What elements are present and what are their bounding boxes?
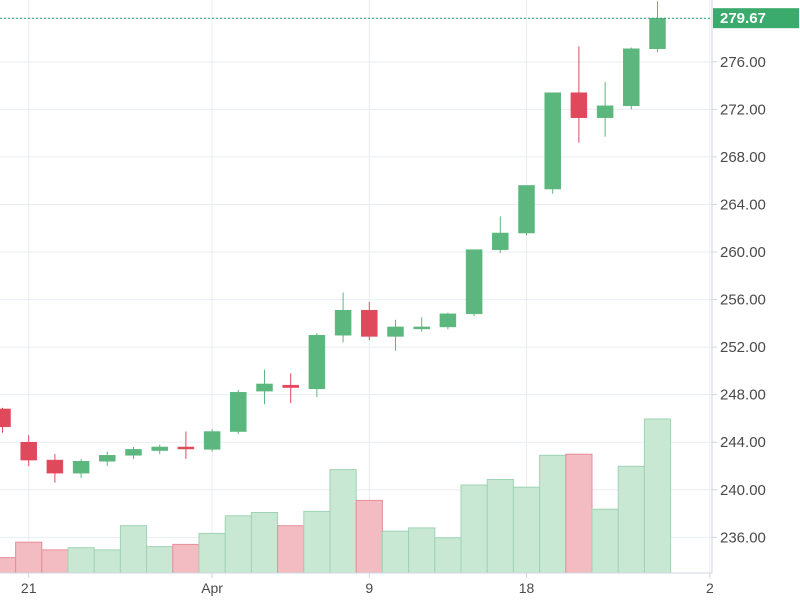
volume-bar [224,515,252,574]
candle-body [596,105,614,118]
candle-body [308,334,326,389]
last-price-label-box [713,8,799,29]
y-tick-label: 276.00 [720,54,766,71]
candle-body [492,232,509,250]
last-price-label: 279.67 [720,10,766,27]
y-tick-label: 248.00 [720,387,766,404]
y-tick-label: 264.00 [720,196,766,213]
candle-body [0,408,11,428]
volume-bar [303,510,331,574]
volume-bar [643,418,672,574]
volume-bar [250,512,279,574]
candle-body [623,48,640,107]
candle-body [177,446,195,450]
candle-body [203,431,221,450]
volume-bar [198,532,226,574]
candle-body [125,449,142,456]
y-tick-label: 272.00 [720,101,766,118]
volume-bar [146,546,174,574]
volume-bar [67,547,95,574]
candle-body [99,455,116,462]
candle-body [439,313,457,328]
grid [0,0,712,573]
volume-bar [591,508,619,574]
volume-bar [539,454,567,574]
candle-body [387,326,404,337]
volume-bar [329,469,357,574]
y-tick-label: 244.00 [720,434,766,451]
y-tick-label: 256.00 [720,292,766,309]
candle-body [334,310,352,336]
y-tick-label: 260.00 [720,244,766,261]
candle-body [20,441,37,461]
candle-body [361,310,378,337]
candle-body [544,92,561,190]
candle-body [151,446,168,451]
volume-bar [355,499,383,574]
y-tick-label: 236.00 [720,529,766,546]
candle-body [230,392,247,432]
y-tick-label: 268.00 [720,149,766,166]
y-tick-label: 240.00 [720,482,766,499]
volume-bar [277,525,305,574]
candle-body [282,384,299,388]
candle-body [72,461,90,474]
candle-body [413,326,430,330]
volume-bar [434,537,462,574]
volume-bar [408,527,436,574]
candle-body [46,459,64,474]
volume-bar [512,486,541,574]
y-tick-label: 252.00 [720,339,766,356]
volume-bar [460,484,488,574]
volume-bar [93,549,121,574]
candle-body [649,17,666,49]
volume-bar [41,549,69,574]
volume-bar [381,530,410,574]
x-tick-label: Apr [201,580,223,596]
last-price-marker: 279.67 [0,8,799,29]
candle-body [465,249,483,315]
candle-body [256,383,273,392]
volume-bar [617,465,645,574]
volume-bar [0,557,17,574]
x-tick-label: 2 [706,580,714,596]
candle-body [570,92,588,118]
volume-bar [565,453,593,574]
x-tick-label: 18 [519,580,535,596]
x-tick-label: 9 [365,580,373,596]
volume-bar [119,525,148,574]
volume-bar [172,543,200,574]
axes: 236.00 240.00 244.00 248.00 252.00 256.00 260.… [0,0,766,596]
volume-bar [486,479,514,574]
candle-body [518,185,535,234]
candles [0,1,666,483]
volume-bar [15,541,43,574]
x-tick-label: 21 [21,580,37,596]
